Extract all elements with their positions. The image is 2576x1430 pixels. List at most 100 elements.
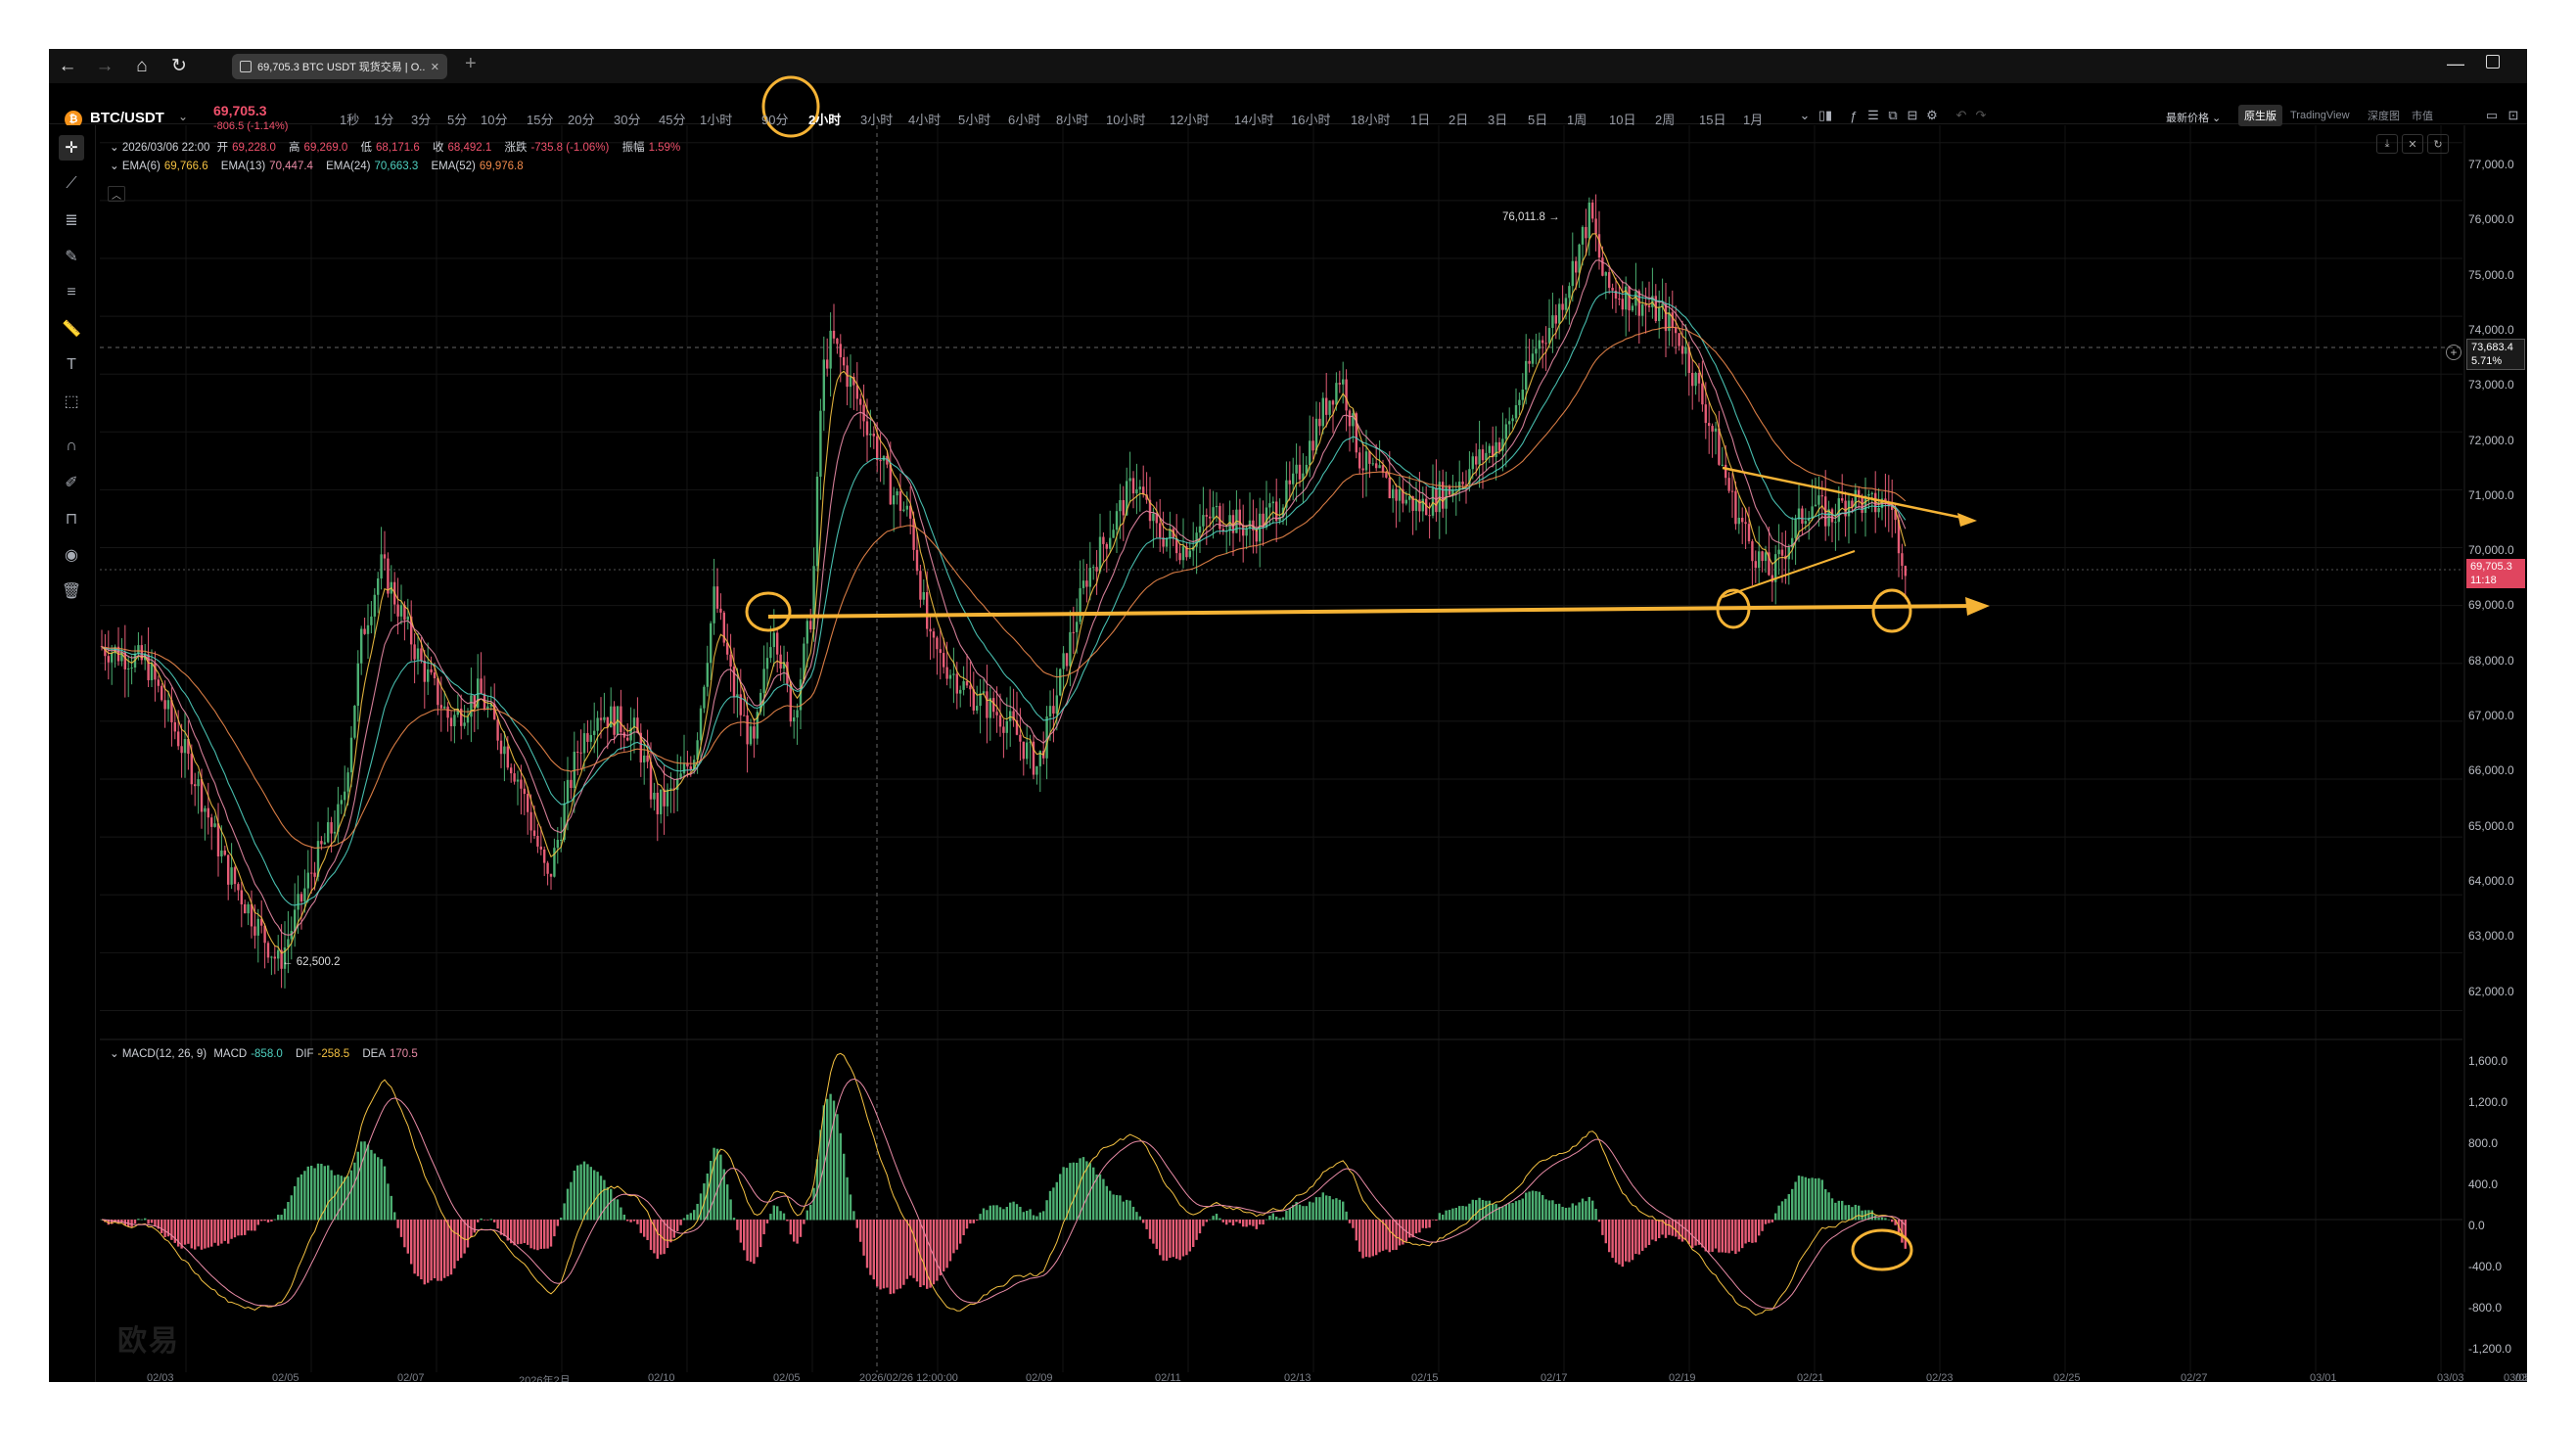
interval-2[interactable]: 3分 — [411, 113, 432, 127]
interval-27[interactable]: 10日 — [1609, 113, 1636, 127]
browser-tab[interactable]: 69,705.3 BTC USDT 现货交易 | O... ✕ — [232, 54, 447, 79]
interval-17[interactable]: 10小时 — [1106, 113, 1146, 127]
interval-5[interactable]: 15分 — [527, 113, 554, 127]
candle-body — [1295, 464, 1298, 474]
interval-12[interactable]: 3小时 — [860, 113, 894, 127]
interval-21[interactable]: 18小时 — [1351, 113, 1391, 127]
close-panel-icon[interactable]: ✕ — [2402, 134, 2423, 154]
interval-20[interactable]: 16小时 — [1291, 113, 1331, 127]
candle-body — [273, 956, 276, 959]
ema-collapse-icon[interactable]: ⌄ — [110, 161, 119, 172]
legend-collapse-icon[interactable]: ⌄ — [110, 142, 119, 154]
interval-16[interactable]: 8小时 — [1056, 113, 1089, 127]
candle-body — [1874, 492, 1877, 513]
edit-icon[interactable]: ✐ — [65, 475, 78, 491]
candlestick-chart[interactable] — [49, 49, 2527, 1382]
dea-line — [101, 1078, 1907, 1310]
macd-bar — [1461, 1206, 1464, 1221]
settings-gear-icon[interactable]: ⚙ — [1926, 108, 1938, 122]
fib-icon[interactable]: ≣ — [65, 212, 78, 229]
candle-body — [762, 669, 765, 693]
interval-30[interactable]: 1月 — [1743, 113, 1764, 127]
add-alert-icon[interactable]: + — [2446, 345, 2461, 360]
macd-bar — [546, 1220, 549, 1249]
shape-icon[interactable]: ⬚ — [64, 393, 79, 410]
trendline-icon[interactable]: ⟋ — [66, 175, 77, 192]
layout-icon[interactable]: ☰ — [1867, 108, 1879, 122]
interval-6[interactable]: 20分 — [568, 113, 595, 127]
interval-25[interactable]: 5日 — [1528, 113, 1548, 127]
refresh-icon[interactable]: ↻ — [2427, 134, 2449, 154]
macd-bar — [1169, 1220, 1172, 1259]
interval-4[interactable]: 10分 — [481, 113, 508, 127]
candle-body — [1897, 520, 1901, 554]
interval-10[interactable]: 90分 — [761, 113, 789, 127]
candle-body — [194, 784, 197, 787]
interval-22[interactable]: 1日 — [1410, 113, 1431, 127]
macd-bar — [1658, 1220, 1661, 1239]
minimize-icon[interactable]: — — [2447, 54, 2464, 73]
interval-more-icon[interactable]: ⌄ — [1799, 108, 1811, 122]
macd-bar — [1694, 1220, 1697, 1246]
symbol-dropdown-icon[interactable]: ⌄ — [178, 110, 189, 123]
template-icon[interactable]: ⧉ — [1888, 108, 1898, 122]
back-icon[interactable]: ← — [58, 55, 77, 76]
interval-3[interactable]: 5分 — [447, 113, 468, 127]
interval-13[interactable]: 4小时 — [908, 113, 942, 127]
view-depth-button[interactable]: 深度图 — [2368, 111, 2400, 122]
screenshot-icon[interactable]: ⊡ — [2507, 108, 2519, 122]
interval-7[interactable]: 30分 — [614, 113, 641, 127]
download-icon[interactable]: ⤓ — [2376, 134, 2398, 154]
reload-icon[interactable]: ↻ — [171, 56, 187, 76]
macd-bar — [799, 1220, 803, 1237]
interval-14[interactable]: 5小时 — [958, 113, 991, 127]
interval-24[interactable]: 3日 — [1488, 113, 1508, 127]
candle-type-icon[interactable]: ▯▮ — [1817, 108, 1833, 122]
macd-collapse-icon[interactable]: ⌄ — [110, 1048, 119, 1060]
candle-body — [1325, 397, 1328, 415]
eye-icon[interactable]: ◉ — [65, 547, 78, 564]
interval-11[interactable]: 2小时 — [808, 113, 842, 127]
undo-icon[interactable]: ↶ — [1955, 108, 1967, 122]
interval-28[interactable]: 2周 — [1655, 113, 1676, 127]
redo-icon[interactable]: ↷ — [1975, 108, 1987, 122]
ruler-icon[interactable]: 📏 — [62, 321, 81, 338]
lock-icon[interactable]: ⊓ — [65, 511, 78, 528]
candle-body — [1414, 499, 1418, 511]
pattern-icon[interactable]: ≡ — [67, 284, 76, 300]
macd-bar — [1275, 1217, 1278, 1221]
interval-8[interactable]: 45分 — [659, 113, 686, 127]
candle-body — [1175, 538, 1178, 554]
brush-icon[interactable]: ✎ — [65, 249, 78, 265]
indicator-icon[interactable]: ƒ — [1850, 108, 1858, 123]
latest-price-select[interactable]: 最新价格 ⌄ — [2166, 113, 2222, 124]
alert-icon[interactable]: ⊟ — [1907, 108, 1918, 122]
interval-23[interactable]: 2日 — [1449, 113, 1469, 127]
interval-18[interactable]: 12小时 — [1170, 113, 1210, 127]
symbol-pair[interactable]: BTC/USDT — [90, 110, 164, 126]
interval-1[interactable]: 1分 — [374, 113, 394, 127]
maximize-icon[interactable] — [2486, 55, 2500, 69]
forward-icon[interactable]: → — [95, 55, 115, 76]
interval-9[interactable]: 1小时 — [700, 113, 733, 127]
interval-0[interactable]: 1秒 — [340, 113, 360, 127]
view-tradingview-button[interactable]: TradingView — [2290, 110, 2350, 121]
new-tab-button[interactable]: + — [465, 53, 477, 74]
tab-close-icon[interactable]: ✕ — [430, 61, 439, 73]
fullscreen-icon[interactable]: ▭ — [2485, 108, 2499, 122]
view-marketcap-button[interactable]: 市值 — [2412, 111, 2433, 122]
magnet-icon[interactable]: ∩ — [66, 438, 77, 454]
collapse-legend-icon[interactable]: ︿ — [108, 186, 125, 202]
interval-15[interactable]: 6小时 — [1008, 113, 1041, 127]
time-tick: 02/19 — [1669, 1372, 1696, 1382]
interval-19[interactable]: 14小时 — [1234, 113, 1274, 127]
trash-icon[interactable]: 🗑 — [61, 583, 82, 600]
macd-bar — [1371, 1220, 1374, 1257]
view-native-button[interactable]: 原生版 — [2238, 105, 2282, 126]
interval-26[interactable]: 1周 — [1567, 113, 1587, 127]
crosshair-icon[interactable]: ✛ — [59, 135, 84, 161]
macd-bar — [566, 1188, 570, 1221]
interval-29[interactable]: 15日 — [1699, 113, 1726, 127]
home-icon[interactable]: ⌂ — [136, 55, 148, 76]
text-tool-icon[interactable]: T — [67, 356, 76, 373]
